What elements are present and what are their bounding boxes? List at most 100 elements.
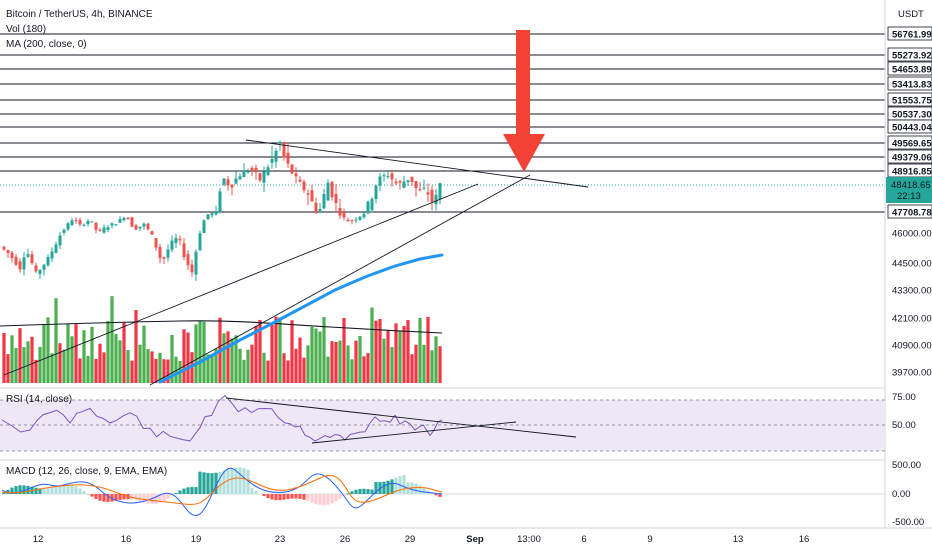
candle-body [434,194,438,205]
macd-histogram-bar [110,494,114,502]
macd-histogram-bar [22,485,26,494]
volume-bar [10,335,14,383]
volume-bar [298,337,302,383]
macd-histogram-bar [286,494,290,500]
volume-bar [234,335,238,383]
price-level-lines [0,0,886,528]
price-level-tag [887,119,932,134]
macd-histogram-bar [98,494,102,501]
candle-body [390,173,394,180]
macd-histogram-bar [434,494,438,496]
currency-badge[interactable]: USDT [898,9,924,20]
candle-body [354,219,358,221]
macd-histogram-bar [374,481,378,494]
candle-body [50,251,54,259]
candle-body [134,225,138,230]
volume-bar [226,331,230,383]
volume-bar [318,331,322,383]
price-level-label: 50537.30 [892,110,932,121]
volume-bar [410,354,414,383]
time-tick-label: 29 [405,534,416,545]
macd-histogram-bar [282,494,286,500]
volume-bar [362,356,366,383]
price-level-tag [887,26,932,41]
macd-histogram-bar [438,494,442,498]
candle-body [286,152,290,164]
volume-bar [98,343,102,383]
volume-bar [166,359,170,383]
candle-body [146,223,150,230]
candle-body [222,178,226,185]
time-tick-label: 16 [799,534,810,545]
macd-histogram-bar [66,484,70,494]
volume-bar [114,333,118,383]
candle-body [186,254,190,266]
price-axis-label: 46000.00 [892,229,932,240]
candle-body [54,244,58,253]
volume-bar [6,354,10,383]
macd-histogram-bar [254,490,258,494]
price-axis-label: 42100.00 [892,314,932,325]
volume-bar [250,344,254,383]
macd-legend: MACD (12, 26, close, 9, EMA, EMA) [6,466,167,477]
volume-bar [258,319,262,383]
candle-body [62,229,66,233]
candle-body [166,249,170,258]
macd-histogram-bar [230,468,234,494]
volume-bar [186,332,190,383]
candle-body [226,179,230,186]
candle-body [338,208,342,216]
time-tick-label: 12 [33,534,44,545]
volume-bar [146,349,150,383]
trend-lines [3,139,589,386]
macd-axis-label: 0.00 [892,489,911,500]
candle-body [334,193,338,204]
candle-body [18,261,22,270]
candle-body [238,176,242,180]
volume-bar [30,336,34,383]
candle-body [78,220,82,225]
price-axis-label: 39700.00 [892,368,932,379]
volume-bar [134,310,138,383]
candle-body [158,246,162,259]
candle-body [274,150,278,162]
candle-body [58,235,62,246]
volume-bar [414,344,418,383]
volume-bar [82,330,86,383]
macd-histogram-bar [18,485,22,494]
macd-histogram-bar [274,494,278,501]
volume-bar [330,341,334,383]
price-level-label: 50443.04 [892,123,932,134]
candle-body [330,181,334,198]
candle-body [262,171,266,183]
volume-bar [246,349,250,383]
candle-body [230,184,234,188]
volume-bar [206,354,210,383]
macd-histogram-bar [86,493,90,495]
macd-histogram-bar [310,494,314,503]
volume-bar [110,296,114,383]
rsi-line [1,394,443,442]
candle-body [342,212,346,218]
candle-body [402,181,406,188]
time-tick-label: 26 [340,534,351,545]
candle-body [410,176,414,182]
macd-axis-label: 500.00 [892,460,921,471]
macd-histogram-bar [58,485,62,494]
candle-body [198,233,202,251]
volume-bar [342,317,346,383]
candle-body [174,237,178,244]
volume-bar [382,338,386,383]
volume-bar [278,317,282,383]
candle-body [210,213,214,216]
candle-body [102,227,106,233]
vol-legend: Vol (180) [6,24,46,35]
volume-bar [22,347,26,383]
volume-bar [338,340,342,383]
volume-bar [130,360,134,383]
time-tick-label: Sep [466,534,484,545]
volume-bar [90,326,94,383]
macd-line [1,467,443,516]
volume-bar [398,330,402,383]
